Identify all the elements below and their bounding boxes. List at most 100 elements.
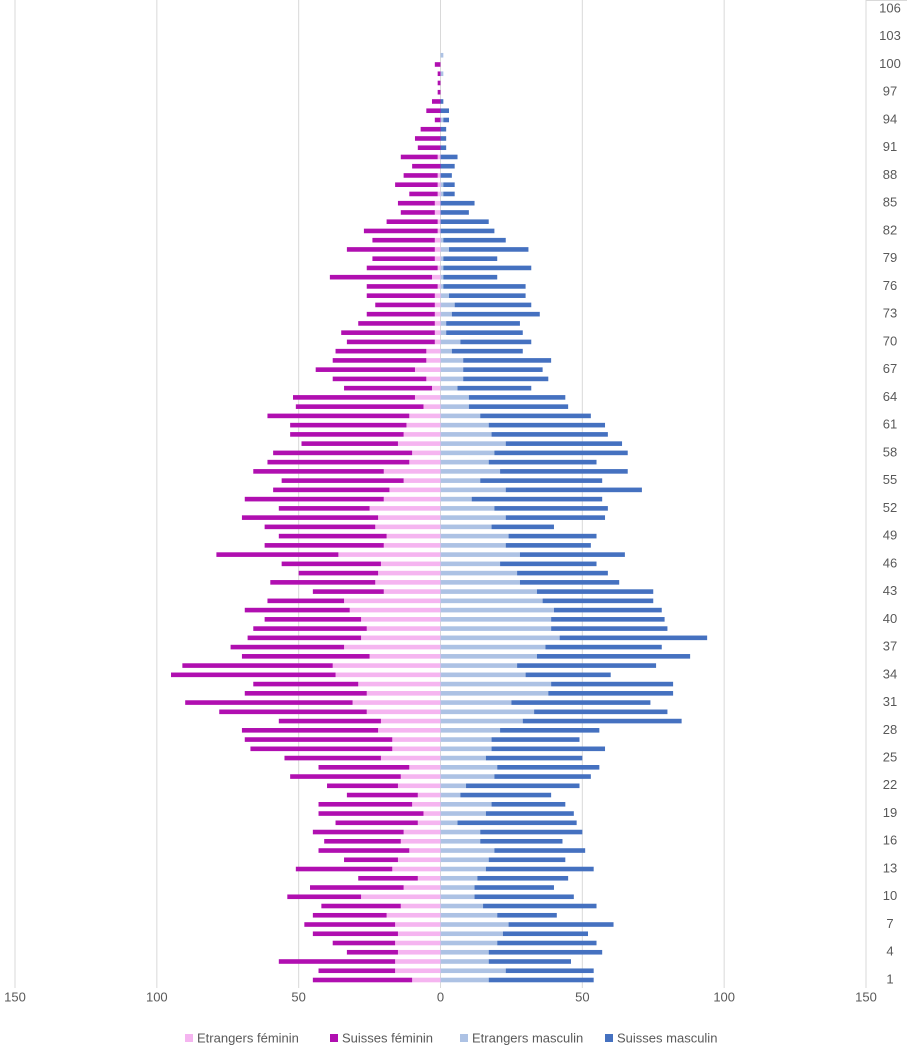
bar xyxy=(440,237,444,243)
y-tick-label: 7 xyxy=(886,916,893,931)
bar xyxy=(519,552,625,557)
bar xyxy=(375,302,435,308)
bar xyxy=(497,765,600,770)
bar xyxy=(312,589,384,594)
y-tick-label: 1 xyxy=(886,971,893,986)
bar xyxy=(440,626,552,631)
bar xyxy=(517,570,608,576)
bar xyxy=(392,866,441,872)
bar xyxy=(409,459,441,465)
bar xyxy=(454,302,532,308)
bar xyxy=(440,330,447,335)
y-tick-label: 73 xyxy=(883,306,897,321)
x-tick-label: 100 xyxy=(713,989,735,1004)
bar xyxy=(344,644,441,650)
bar xyxy=(449,247,529,252)
y-tick-label: 79 xyxy=(883,250,897,265)
y-tick-label: 43 xyxy=(883,583,897,598)
bar xyxy=(267,459,410,465)
bar xyxy=(440,570,518,576)
y-tick-label: 67 xyxy=(883,361,897,376)
bar xyxy=(471,496,603,502)
bar xyxy=(253,681,359,687)
bar xyxy=(412,977,441,983)
bar xyxy=(551,617,665,622)
bar xyxy=(372,237,435,243)
bar xyxy=(542,598,654,604)
bar xyxy=(358,321,435,326)
y-tick-label: 61 xyxy=(883,417,897,432)
bar xyxy=(437,89,441,95)
bar xyxy=(474,885,554,890)
bar xyxy=(264,543,384,548)
bar xyxy=(536,654,691,659)
y-tick-label: 13 xyxy=(883,860,897,875)
bar xyxy=(440,922,509,927)
bar xyxy=(417,145,441,151)
bar xyxy=(423,404,441,409)
bar xyxy=(505,515,606,520)
bar xyxy=(378,728,441,733)
bar xyxy=(395,968,441,974)
bar xyxy=(440,903,484,909)
bar xyxy=(304,922,396,927)
bar xyxy=(366,626,441,631)
bar xyxy=(363,228,438,234)
bar xyxy=(278,959,396,964)
bar xyxy=(440,709,535,715)
bar xyxy=(440,469,501,474)
y-tick-label: 10 xyxy=(883,888,897,903)
bar xyxy=(400,210,435,215)
bar xyxy=(366,691,441,696)
bar xyxy=(434,247,441,252)
bar xyxy=(488,977,594,983)
bar xyxy=(324,838,401,844)
bar xyxy=(440,293,450,298)
bar xyxy=(346,949,398,955)
bar xyxy=(434,117,441,123)
bar xyxy=(548,691,674,696)
bar xyxy=(287,894,362,900)
bar xyxy=(403,478,441,483)
bar xyxy=(346,792,418,798)
bar xyxy=(440,728,501,733)
bar xyxy=(440,210,469,215)
bar xyxy=(440,524,492,530)
bar xyxy=(182,663,333,668)
bar xyxy=(295,866,393,872)
y-tick-label: 91 xyxy=(883,139,897,154)
bar xyxy=(346,247,435,252)
bar xyxy=(409,191,438,197)
bar xyxy=(483,903,597,909)
bar xyxy=(273,487,390,493)
bar xyxy=(440,857,489,863)
legend-swatch xyxy=(605,1034,613,1042)
bar xyxy=(440,376,464,382)
x-tick-label: 150 xyxy=(855,989,877,1004)
bar xyxy=(440,136,447,141)
y-tick-label: 52 xyxy=(883,500,897,515)
bar xyxy=(267,598,345,604)
bar xyxy=(420,126,441,132)
bar xyxy=(440,247,450,252)
bar xyxy=(446,321,520,326)
bar xyxy=(440,117,444,123)
legend-label: Suisses féminin xyxy=(342,1030,433,1045)
bar xyxy=(361,635,441,641)
bar xyxy=(298,570,379,576)
bar xyxy=(344,385,432,391)
bar xyxy=(423,811,441,816)
y-tick-label: 88 xyxy=(883,167,897,182)
bar xyxy=(321,903,401,909)
bar xyxy=(403,432,441,437)
bar xyxy=(335,348,427,354)
bar xyxy=(485,866,594,872)
bar xyxy=(434,293,441,298)
bar xyxy=(440,200,475,206)
bar xyxy=(312,829,404,835)
bar xyxy=(403,885,441,890)
bar xyxy=(559,635,708,641)
bar xyxy=(380,718,441,724)
bar xyxy=(389,487,441,493)
y-tick-label: 97 xyxy=(883,84,897,99)
